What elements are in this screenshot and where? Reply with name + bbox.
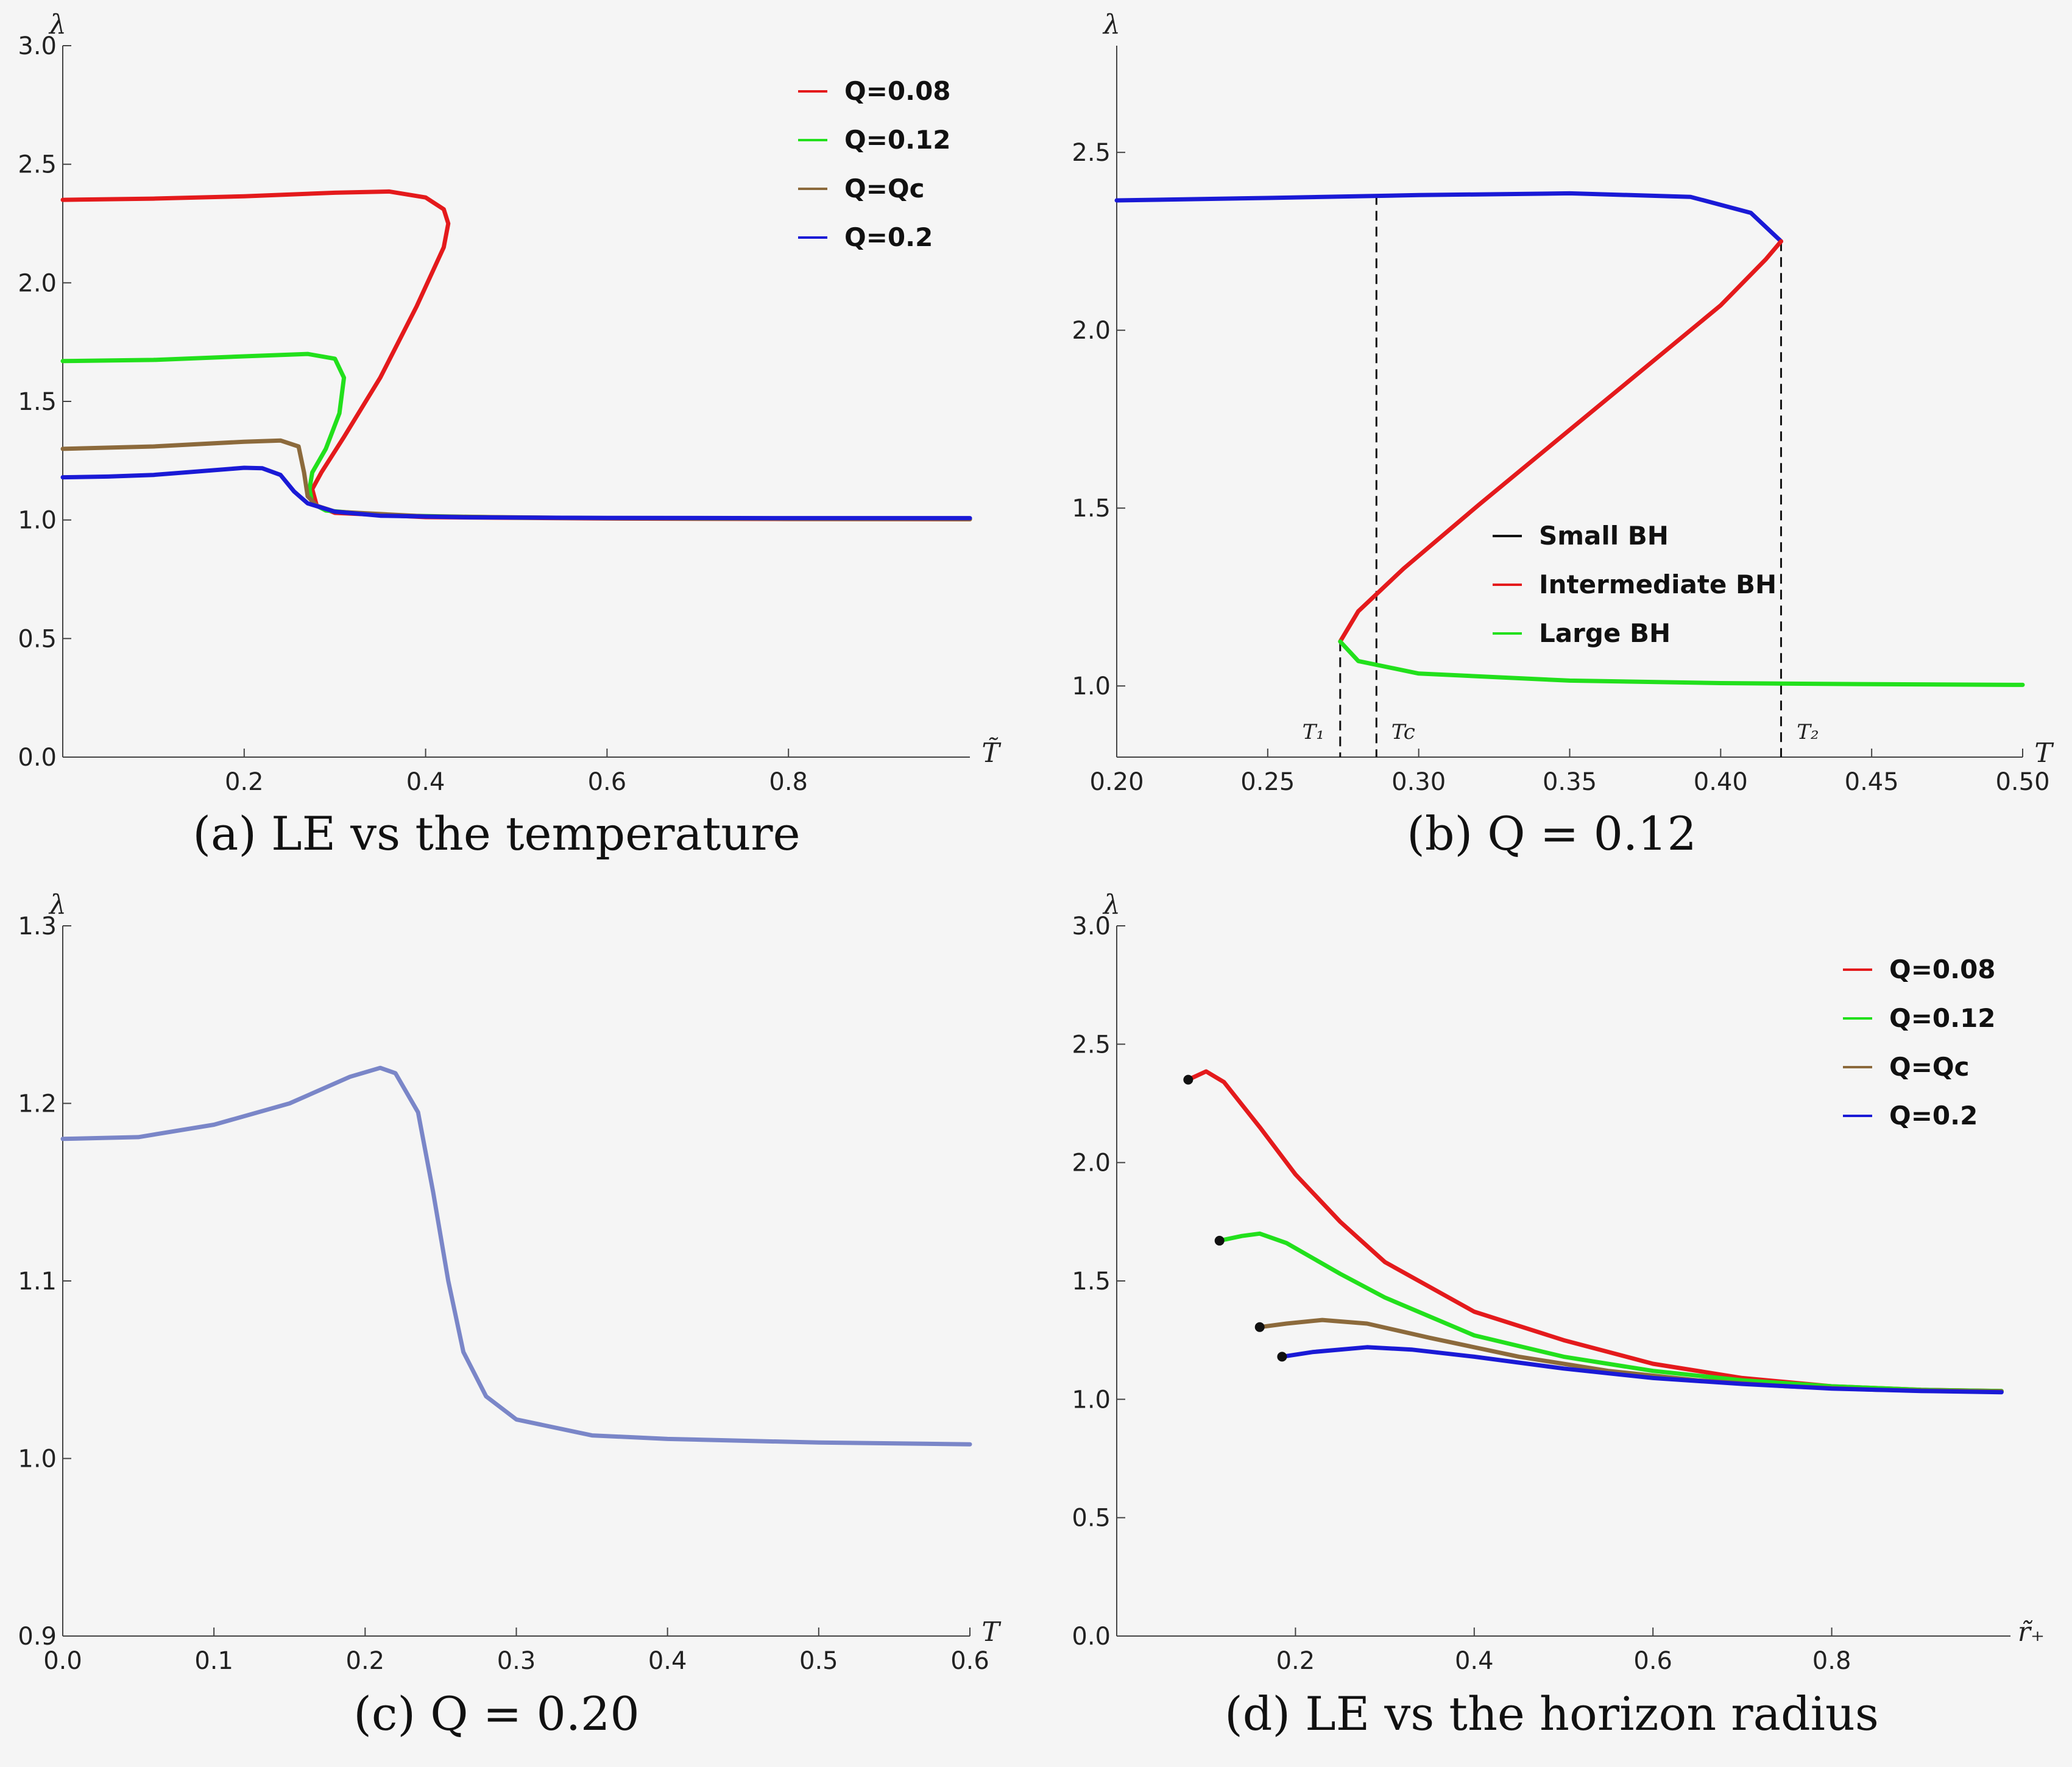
legend-label: Q=Qc	[844, 174, 925, 203]
series-line	[1338, 239, 1783, 644]
vline-label: T₂	[1797, 720, 1819, 744]
start-point	[1254, 1322, 1265, 1332]
x-tick-label: 0.0	[43, 1647, 82, 1675]
series-line	[1186, 1069, 2004, 1394]
y-axis-label: λ	[48, 9, 66, 40]
y-tick-label: 3.0	[18, 32, 57, 60]
series-line	[1217, 1231, 2004, 1394]
y-tick-label: 2.5	[1072, 139, 1111, 167]
x-tick-label: 0.2	[1276, 1647, 1315, 1675]
legend: Q=0.08 Q=0.12 Q=Qc Q=0.2	[1843, 954, 1996, 1130]
y-tick-label: 1.1	[18, 1268, 57, 1296]
series-line	[60, 351, 972, 521]
x-tick-label: 0.6	[588, 768, 627, 796]
x-tick-label: 0.2	[346, 1647, 385, 1675]
series-line	[60, 465, 972, 521]
y-tick-label: 3.0	[1072, 912, 1111, 940]
y-tick-label: 1.0	[18, 1445, 57, 1473]
x-tick-label: 0.35	[1543, 768, 1597, 796]
x-tick-label: 0.20	[1089, 768, 1144, 796]
y-tick-label: 1.5	[1072, 1268, 1111, 1296]
x-tick-label: 0.25	[1240, 768, 1295, 796]
legend-label: Q=0.2	[1889, 1101, 1978, 1130]
chart-panel-c: 0.9 1.0 1.1 1.2 1.3 0.0 0.1 0.2 0.3 0.4 0.5 0.6 λ T (c…	[18, 889, 1002, 1741]
chart-panel-d: 0.0 0.5 1.0 1.5 2.0 2.5 3.0 0.2 0.4 0.6 0.8 λ r̃₊ Q=0…	[1072, 889, 2045, 1741]
y-axis-label: λ	[48, 889, 66, 920]
y-tick-label: 2.0	[18, 269, 57, 297]
x-tick-label: 0.8	[769, 768, 808, 796]
y-axis-label: λ	[1102, 9, 1120, 40]
x-tick-label: 0.3	[497, 1647, 536, 1675]
series-line	[1114, 191, 1783, 244]
series-line	[60, 438, 972, 521]
y-tick-label: 1.0	[1072, 1386, 1111, 1414]
x-tick-label: 0.2	[225, 768, 264, 796]
x-axis-label: r̃₊	[2018, 1617, 2045, 1648]
y-tick-label: 1.0	[18, 507, 57, 535]
x-tick-label: 0.40	[1694, 768, 1748, 796]
x-tick-label: 0.30	[1391, 768, 1446, 796]
x-tick-label: 0.8	[1812, 1647, 1851, 1675]
panel-caption: (b) Q = 0.12	[1407, 806, 1697, 861]
series-line	[1279, 1345, 2004, 1395]
y-tick-label: 2.0	[1072, 1149, 1111, 1177]
chart-panel-a: 0.0 0.5 1.0 1.5 2.0 2.5 3.0 0.2 0.4 0.6 0.8 λ T̃ Q=0.…	[18, 9, 1002, 861]
legend-label: Q=0.08	[1889, 954, 1996, 984]
series-line	[60, 1065, 972, 1447]
y-axis-label: λ	[1102, 889, 1120, 920]
x-axis-label: T̃	[981, 736, 1002, 769]
legend-label: Intermediate BH	[1539, 570, 1777, 599]
x-tick-label: 0.4	[1455, 1647, 1494, 1675]
y-tick-label: 2.5	[18, 151, 57, 179]
y-tick-label: 0.9	[18, 1623, 57, 1651]
start-point	[1214, 1235, 1225, 1246]
y-tick-label: 1.0	[1072, 672, 1111, 700]
x-axis-label: T	[981, 1617, 1002, 1648]
legend-label: Large BH	[1539, 618, 1671, 648]
legend-label: Q=0.12	[1889, 1003, 1996, 1033]
x-axis-label: T	[2034, 738, 2054, 769]
start-point	[1277, 1352, 1287, 1362]
legend-label: Small BH	[1539, 521, 1669, 551]
y-tick-label: 0.5	[18, 625, 57, 653]
x-tick-label: 0.5	[799, 1647, 838, 1675]
legend: Small BH Intermediate BH Large BH	[1493, 521, 1777, 648]
panel-caption: (a) LE vs the temperature	[193, 806, 800, 861]
x-tick-label: 0.6	[1633, 1647, 1672, 1675]
chart-panel-b: 1.0 1.5 2.0 2.5 0.20 0.25 0.30 0.35 0.40 0.45 0.50…	[1072, 9, 2054, 861]
y-tick-label: 1.3	[18, 912, 57, 940]
x-tick-label: 0.4	[648, 1647, 687, 1675]
x-tick-label: 0.4	[406, 768, 445, 796]
legend-label: Q=Qc	[1889, 1052, 1970, 1082]
legend-label: Q=0.12	[844, 125, 951, 155]
legend: Q=0.08 Q=0.12 Q=Qc Q=0.2	[798, 76, 951, 252]
y-tick-label: 1.2	[18, 1090, 57, 1118]
y-tick-label: 0.0	[18, 744, 57, 772]
x-tick-label: 0.6	[950, 1647, 989, 1675]
panel-caption: (d) LE vs the horizon radius	[1225, 1687, 1879, 1741]
x-tick-label: 0.45	[1845, 768, 1899, 796]
vline-label: Tc	[1391, 720, 1415, 744]
legend-label: Q=0.2	[844, 222, 933, 252]
vline-label: T₁	[1303, 720, 1324, 744]
start-point	[1183, 1074, 1193, 1085]
y-tick-label: 1.5	[18, 388, 57, 416]
series-line	[1338, 639, 2025, 687]
y-tick-label: 0.5	[1072, 1504, 1111, 1532]
y-tick-label: 1.5	[1072, 495, 1111, 523]
panel-caption: (c) Q = 0.20	[353, 1687, 640, 1741]
y-tick-label: 0.0	[1072, 1623, 1111, 1651]
y-tick-label: 2.0	[1072, 317, 1111, 345]
x-tick-label: 0.50	[1995, 768, 2049, 796]
y-tick-label: 2.5	[1072, 1031, 1111, 1059]
x-tick-label: 0.1	[194, 1647, 233, 1675]
legend-label: Q=0.08	[844, 76, 951, 106]
